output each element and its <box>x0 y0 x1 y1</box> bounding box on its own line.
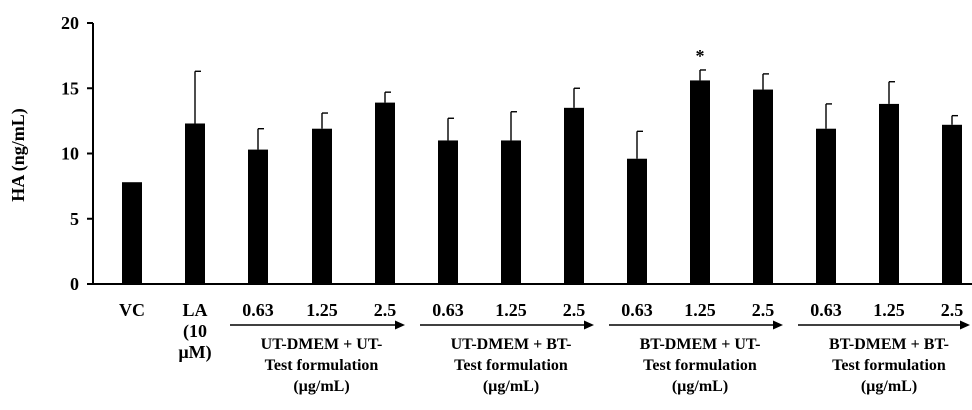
bar <box>942 124 962 284</box>
x-tick-label: LA <box>182 300 207 320</box>
x-tick-label: 1.25 <box>684 300 716 320</box>
group-label: Test formulation <box>265 357 379 374</box>
x-tick-label: 1.25 <box>306 300 338 320</box>
x-tick-label: 0.63 <box>242 300 274 320</box>
group-label: Test formulation <box>832 357 946 374</box>
group-label: BT-DMEM + BT- <box>829 336 949 353</box>
x-tick-label: 2.5 <box>941 300 964 320</box>
group-arrow-head <box>960 320 970 330</box>
y-axis-label: HA (ng/mL) <box>8 108 29 202</box>
bar <box>879 103 899 284</box>
group-label: Test formulation <box>454 357 568 374</box>
y-tick-label: 10 <box>61 144 79 164</box>
x-tick-label: 0.63 <box>432 300 464 320</box>
bar <box>627 158 647 284</box>
group-label: (µg/mL) <box>483 378 539 395</box>
bar <box>438 140 458 284</box>
x-tick-label: 1.25 <box>495 300 527 320</box>
bar <box>375 102 395 284</box>
y-tick-label: 20 <box>61 13 79 33</box>
group-arrow-head <box>395 320 405 330</box>
group-arrow-head <box>773 320 783 330</box>
x-tick-label: 0.63 <box>810 300 842 320</box>
bar <box>816 128 836 284</box>
bar <box>501 140 521 284</box>
y-tick-label: 5 <box>70 209 79 229</box>
group-label: UT-DMEM + BT- <box>451 336 572 353</box>
group-label: (µg/mL) <box>672 378 728 395</box>
bar <box>248 149 268 284</box>
significance-mark: * <box>696 46 705 66</box>
y-tick-label: 0 <box>70 274 79 294</box>
group-arrow-head <box>584 320 594 330</box>
bar <box>690 80 710 284</box>
x-tick-label: 2.5 <box>752 300 775 320</box>
x-tick-label: 0.63 <box>621 300 653 320</box>
x-tick-label: 1.25 <box>873 300 905 320</box>
y-tick-label: 15 <box>61 78 79 98</box>
x-tick-label: µM) <box>178 342 211 363</box>
bar <box>185 123 205 284</box>
x-tick-label: VC <box>119 300 145 320</box>
x-tick-label: 2.5 <box>374 300 397 320</box>
group-label: UT-DMEM + UT- <box>261 336 383 353</box>
group-label: (µg/mL) <box>293 378 349 395</box>
group-label: Test formulation <box>643 357 757 374</box>
group-label: BT-DMEM + UT- <box>640 336 761 353</box>
bar <box>312 128 332 284</box>
x-tick-label: (10 <box>183 321 207 342</box>
bar <box>564 107 584 284</box>
group-label: (µg/mL) <box>861 378 917 395</box>
bar <box>753 89 773 285</box>
bar <box>122 182 142 284</box>
x-tick-label: 2.5 <box>563 300 586 320</box>
